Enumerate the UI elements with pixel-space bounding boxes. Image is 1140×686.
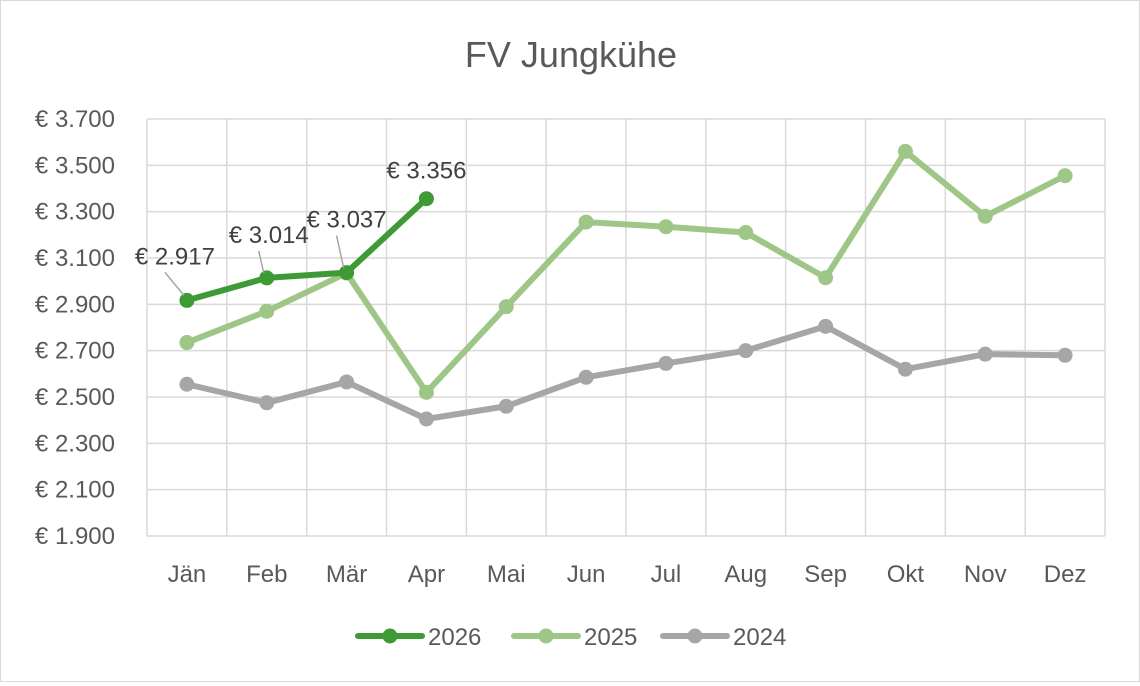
data-point-2025 — [179, 335, 195, 351]
legend-label: 2024 — [733, 624, 786, 651]
y-tick-label: € 3.700 — [35, 106, 115, 133]
x-tick-label: Apr — [408, 561, 445, 588]
data-point-2026 — [259, 270, 275, 286]
x-tick-label: Jän — [168, 561, 207, 588]
legend-swatch-marker — [687, 628, 703, 644]
x-tick-label: Okt — [887, 561, 925, 588]
data-point-2025 — [658, 219, 674, 235]
data-label-2026: € 3.037 — [307, 207, 387, 234]
data-point-2026 — [339, 265, 355, 281]
data-point-2024 — [977, 346, 993, 362]
legend-label: 2025 — [584, 624, 637, 651]
x-tick-label: Dez — [1044, 561, 1087, 588]
y-tick-label: € 2.300 — [35, 430, 115, 457]
legend-item-2025: 2025 — [511, 624, 637, 651]
data-point-2025 — [738, 225, 754, 241]
y-tick-label: € 3.100 — [35, 245, 115, 272]
data-point-2025 — [977, 208, 993, 224]
data-point-2024 — [259, 395, 275, 411]
series-line-2025 — [183, 148, 1069, 396]
legend-swatch-marker — [538, 628, 554, 644]
data-point-2026 — [418, 191, 434, 207]
data-labels: € 2.917 € 3.014€ 3.037 € 3.356 — [135, 158, 466, 296]
data-label-leader-line — [335, 235, 345, 268]
data-point-2024 — [738, 343, 754, 359]
data-point-2024 — [498, 398, 514, 414]
x-tick-label: Jun — [567, 561, 606, 588]
series-line-2026 — [183, 195, 430, 304]
data-point-2025 — [1057, 168, 1073, 184]
data-label-leader-line — [164, 271, 185, 296]
y-tick-label: € 2.900 — [35, 291, 115, 318]
data-point-2024 — [418, 411, 434, 427]
data-point-2024 — [339, 374, 355, 390]
data-label-2026: € 3.014 — [229, 222, 309, 249]
data-point-2024 — [658, 355, 674, 371]
y-tick-label: € 2.100 — [35, 477, 115, 504]
y-tick-label: € 2.700 — [35, 338, 115, 365]
data-label-2026: € 2.917 — [135, 243, 215, 270]
x-tick-label: Aug — [724, 561, 767, 588]
y-axis-tick-labels: € 1.900 € 2.100 € 2.300 € 2.500 € 2.700 € 2.9… — [35, 106, 115, 550]
y-tick-label: € 3.300 — [35, 199, 115, 226]
legend-item-2024: 2024 — [660, 624, 786, 651]
x-tick-label: Nov — [964, 561, 1007, 588]
data-point-2024 — [578, 369, 594, 385]
data-point-2025 — [578, 214, 594, 230]
gridlines — [146, 118, 1106, 537]
data-point-2024 — [179, 376, 195, 392]
series-2026 — [179, 191, 434, 308]
series-line-2024 — [183, 323, 1069, 423]
legend-item-2026: 2026 — [355, 624, 481, 651]
y-tick-label: € 2.500 — [35, 384, 115, 411]
x-axis-tick-labels: Jän Feb Mär Apr Mai Jun Jul Aug Sep Okt Nov Dez — [168, 561, 1087, 588]
data-label-leader-line — [258, 250, 265, 274]
x-tick-label: Mär — [326, 561, 367, 588]
x-tick-label: Mai — [487, 561, 526, 588]
data-point-2024 — [818, 318, 834, 334]
series-2025 — [179, 143, 1073, 400]
y-tick-label: € 1.900 — [35, 523, 115, 550]
data-point-2026 — [179, 292, 195, 308]
y-tick-label: € 3.500 — [35, 152, 115, 179]
chart-title: FV Jungkühe — [465, 34, 677, 75]
legend: 2026 2025 2024 — [355, 624, 786, 651]
data-label-2026: € 3.356 — [386, 158, 466, 185]
data-point-2024 — [897, 361, 913, 377]
series-2024 — [179, 318, 1073, 427]
x-tick-label: Sep — [804, 561, 847, 588]
data-point-2025 — [418, 384, 434, 400]
series-group — [179, 143, 1073, 427]
data-point-2025 — [818, 270, 834, 286]
data-point-2025 — [259, 303, 275, 319]
data-point-2024 — [1057, 347, 1073, 363]
data-point-2025 — [498, 299, 514, 315]
x-tick-label: Jul — [651, 561, 682, 588]
legend-label: 2026 — [428, 624, 481, 651]
data-point-2025 — [897, 143, 913, 159]
legend-swatch-marker — [382, 628, 398, 644]
x-tick-label: Feb — [246, 561, 287, 588]
